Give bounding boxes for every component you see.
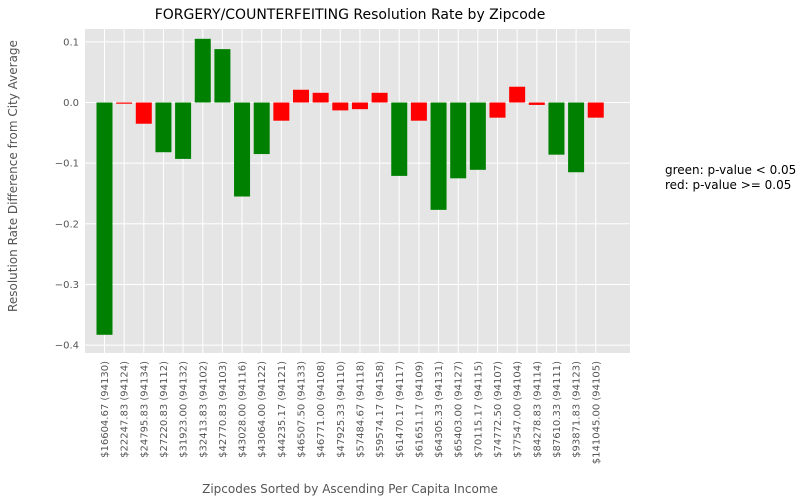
y-tick-label: −0.1 [55, 159, 79, 170]
bar [391, 102, 408, 176]
x-tick-label: $47925.33 (94110) [336, 361, 347, 458]
y-axis-label: Resolution Rate Difference from City Ave… [6, 40, 20, 312]
bar [155, 102, 172, 153]
x-tick-label: $59574.17 (94158) [375, 361, 386, 458]
bar [430, 102, 447, 210]
bar [351, 102, 368, 110]
bar [332, 102, 349, 111]
x-tick-label: $141045.00 (94105) [591, 361, 602, 464]
y-tick-label: 0.1 [63, 37, 79, 48]
x-tick-label: $70115.17 (94115) [473, 361, 484, 458]
plot-background [85, 29, 630, 353]
bar [450, 102, 467, 179]
bar [214, 49, 231, 103]
legend-note-green: green: p-value < 0.05 [665, 163, 796, 177]
bar [175, 102, 192, 159]
x-tick-label: $93871.83 (94123) [572, 361, 583, 458]
x-tick-label: $27220.83 (94112) [159, 361, 170, 458]
x-tick-label: $74772.50 (94107) [493, 361, 504, 458]
bar [293, 89, 309, 103]
y-tick-label: 0.0 [63, 98, 79, 109]
x-tick-label: $57484.67 (94118) [355, 361, 366, 458]
x-axis-label: Zipcodes Sorted by Ascending Per Capita … [202, 482, 498, 496]
x-tick-label: $22247.83 (94124) [120, 361, 131, 458]
y-tick-label: −0.3 [55, 280, 79, 291]
bar [371, 92, 388, 103]
x-tick-label: $46771.00 (94108) [316, 361, 327, 458]
bar [135, 102, 152, 124]
x-tick-label: $43064.00 (94122) [257, 361, 268, 458]
bar [253, 102, 270, 155]
y-tick-label: −0.4 [55, 341, 79, 352]
x-ticks: $16604.67 (94130) $22247.83 (94124) $24795… [100, 361, 602, 464]
bar [587, 102, 604, 118]
chart-title: FORGERY/COUNTERFEITING Resolution Rate b… [155, 7, 546, 23]
bar [469, 102, 486, 170]
bar [410, 102, 427, 121]
bar [489, 102, 506, 118]
y-ticks: 0.1 0.0 −0.1 −0.2 −0.3 −0.4 [55, 37, 79, 351]
x-tick-label: $24795.83 (94134) [139, 361, 150, 458]
x-tick-label: $43028.00 (94116) [238, 361, 249, 458]
x-tick-label: $61651.17 (94109) [414, 361, 425, 458]
bar [528, 102, 545, 105]
x-tick-label: $46507.50 (94133) [297, 361, 308, 458]
x-tick-label: $84278.83 (94114) [532, 361, 543, 458]
x-tick-label: $87610.33 (94111) [552, 361, 563, 458]
bar [194, 38, 211, 103]
x-tick-label: $77547.00 (94104) [513, 361, 524, 458]
bars [96, 38, 604, 335]
bar [312, 92, 329, 103]
x-tick-label: $61470.17 (94117) [395, 361, 406, 458]
bar [234, 102, 251, 197]
bar [96, 102, 113, 335]
x-tick-label: $64305.33 (94131) [434, 361, 445, 458]
bar [568, 102, 585, 173]
x-tick-label: $42770.83 (94103) [218, 361, 229, 458]
legend-note-red: red: p-value >= 0.05 [665, 178, 791, 192]
x-tick-label: $31923.00 (94132) [179, 361, 190, 458]
bar [116, 102, 133, 104]
bar [273, 102, 290, 121]
x-tick-label: $32413.83 (94102) [198, 361, 209, 458]
x-tick-label: $44235.17 (94121) [277, 361, 288, 458]
bar [548, 102, 565, 155]
x-tick-label: $16604.67 (94130) [100, 361, 111, 458]
y-tick-label: −0.2 [55, 219, 79, 230]
bar [509, 86, 526, 103]
x-tick-label: $65403.00 (94127) [454, 361, 465, 458]
